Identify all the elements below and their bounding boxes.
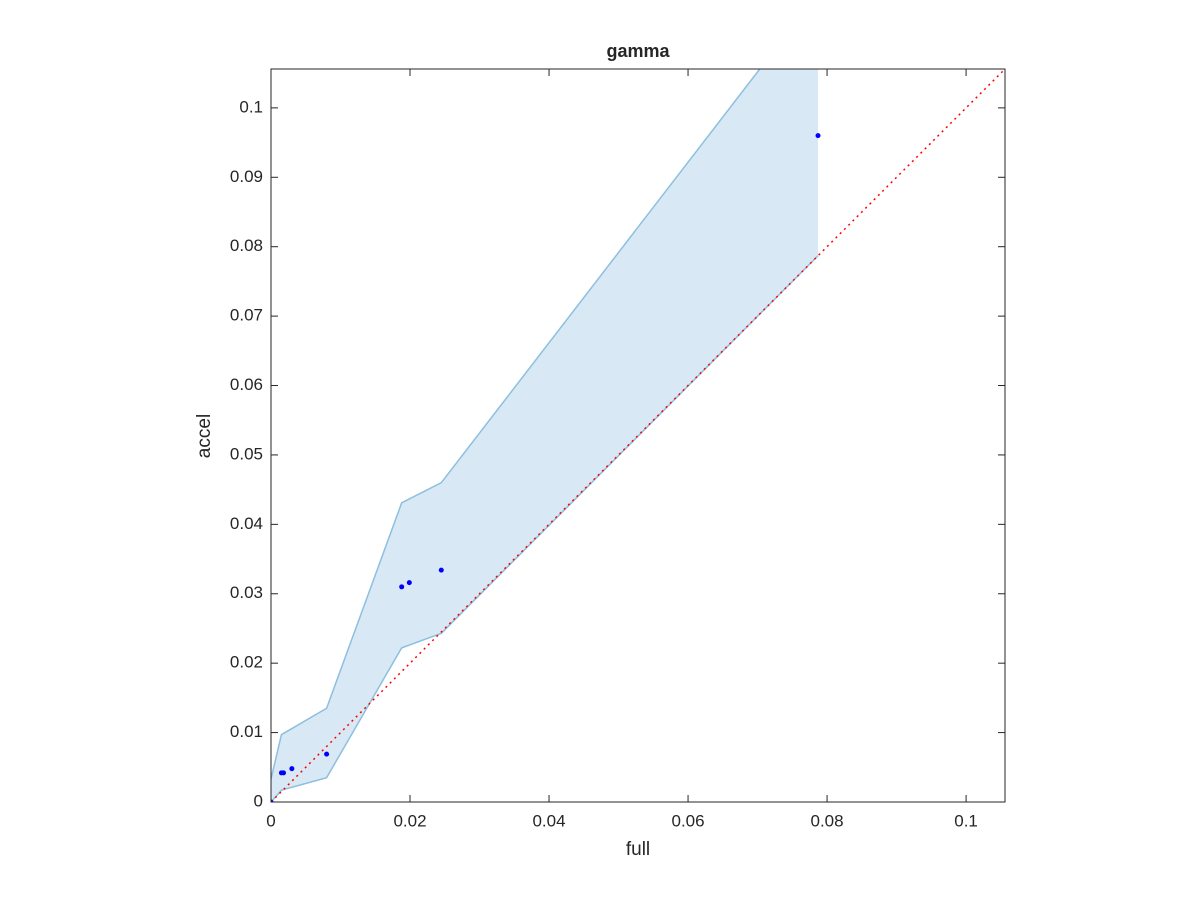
y-tick-label: 0.03 [230,583,263,602]
y-tick-label: 0.05 [230,444,263,463]
x-tick-label: 0.06 [671,811,704,830]
plot-area [271,69,1005,802]
y-tick-label: 0.02 [230,653,263,672]
chart-title: gamma [606,41,670,61]
confidence-band [271,69,819,802]
point [406,580,412,586]
y-tick-label: 0.1 [239,97,263,116]
point [324,751,330,757]
band-upper-edge [271,69,761,780]
reference-line [271,69,1005,802]
point [815,133,821,139]
y-tick-label: 0.09 [230,167,263,186]
x-axis-label: full [626,839,650,860]
x-tick-label: 0.02 [393,811,426,830]
y-axis-label: accel [194,414,215,458]
y-tick-label: 0.07 [230,306,263,325]
point [289,766,295,772]
point [438,567,444,573]
band-lower-edge [271,255,819,802]
x-tick-label: 0.04 [532,811,565,830]
y-tick-label: 0.06 [230,375,263,394]
x-tick-label: 0.1 [954,811,978,830]
y-tick-label: 0.08 [230,236,263,255]
x-tick-label: 0 [266,811,275,830]
x-tick-label: 0.08 [811,811,844,830]
axes-box [270,68,1006,803]
point [271,799,274,802]
y-tick-label: 0.04 [230,514,263,533]
point [281,770,287,776]
y-tick-label: 0.01 [230,722,263,741]
y-tick-label: 0 [254,791,263,810]
point [399,584,405,590]
